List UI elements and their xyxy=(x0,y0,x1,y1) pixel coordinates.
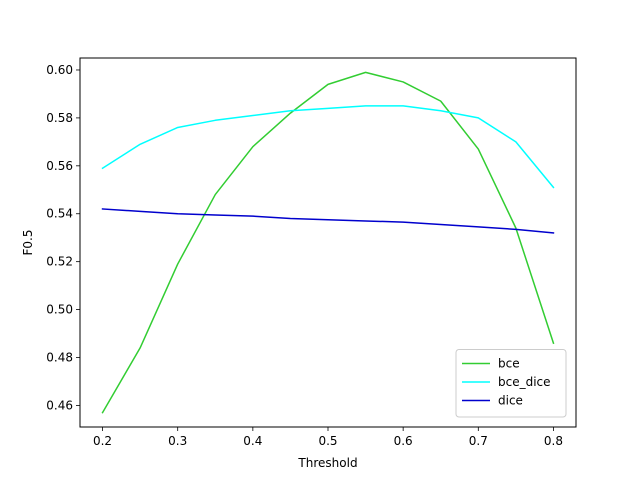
y-tick-label: 0.46 xyxy=(46,398,73,412)
y-tick-label: 0.58 xyxy=(46,111,73,125)
y-tick-label: 0.60 xyxy=(46,63,73,77)
x-tick-label: 0.3 xyxy=(168,434,187,448)
plot-area xyxy=(101,71,555,414)
y-tick-label: 0.54 xyxy=(46,207,73,221)
x-tick-label: 0.6 xyxy=(394,434,413,448)
y-axis-label: F0.5 xyxy=(21,230,35,256)
x-axis-label: Threshold xyxy=(297,456,357,470)
x-tick-label: 0.8 xyxy=(544,434,563,448)
y-tick-label: 0.56 xyxy=(46,159,73,173)
legend-label: bce_dice xyxy=(498,375,551,389)
x-tick-label: 0.2 xyxy=(93,434,112,448)
y-axis: 0.46 0.48 0.50 0.52 0.54 0.56 0.58 0.60 xyxy=(46,63,80,412)
x-tick-label: 0.7 xyxy=(469,434,488,448)
legend-label: bce xyxy=(498,357,520,371)
y-tick-label: 0.48 xyxy=(46,351,73,365)
x-axis: 0.2 0.3 0.4 0.5 0.6 0.7 0.8 xyxy=(93,427,563,448)
legend-label: dice xyxy=(498,394,523,408)
y-tick-label: 0.50 xyxy=(46,303,73,317)
x-tick-label: 0.5 xyxy=(318,434,337,448)
series-line-bce xyxy=(101,71,555,414)
x-tick-label: 0.4 xyxy=(243,434,262,448)
series-line-bce-dice xyxy=(101,105,555,189)
y-tick-label: 0.52 xyxy=(46,255,73,269)
series-line-dice xyxy=(101,208,555,234)
